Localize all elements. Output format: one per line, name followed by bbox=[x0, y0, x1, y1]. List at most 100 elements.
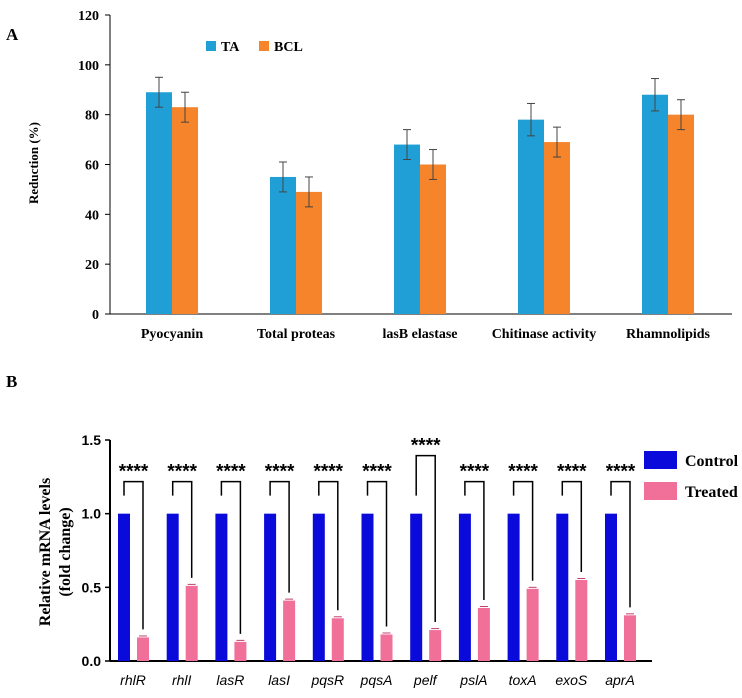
panel-b-label: B bbox=[6, 372, 17, 391]
significance-label: **** bbox=[265, 462, 295, 483]
category-label: pqsA bbox=[360, 672, 393, 688]
significance-bracket bbox=[561, 480, 583, 572]
significance-bracket bbox=[415, 454, 436, 623]
panel-a-categories: Pyocyanin Total proteas lasB elastase Chiti… bbox=[141, 327, 711, 342]
ytick-label: 0.5 bbox=[82, 579, 102, 595]
category-label: Total proteas bbox=[257, 327, 336, 342]
significance-bracket bbox=[318, 480, 339, 611]
ytick-label: 80 bbox=[85, 109, 99, 124]
category-label: rhlR bbox=[120, 672, 146, 688]
significance-bracket bbox=[366, 480, 388, 627]
significance-label: **** bbox=[606, 462, 636, 483]
significance-label: **** bbox=[460, 462, 490, 483]
panel-a-label: A bbox=[6, 25, 19, 44]
bar-bcl bbox=[668, 114, 694, 315]
significance-label: **** bbox=[362, 462, 392, 483]
significance-bracket bbox=[610, 480, 631, 608]
significance-label: **** bbox=[167, 462, 197, 483]
panel-b: B Relative mRNA levels (fold change) 0.0… bbox=[6, 372, 739, 688]
legend-label-treated: Treated bbox=[685, 484, 738, 501]
category-label: Pyocyanin bbox=[141, 327, 203, 342]
significance-bracket bbox=[220, 480, 242, 634]
category-label: lasR bbox=[216, 672, 244, 688]
ytick-label: 40 bbox=[85, 208, 99, 223]
panel-b-ylabel-line1: Relative mRNA levels bbox=[37, 478, 54, 626]
legend-label-control: Control bbox=[685, 453, 739, 470]
category-label: pslA bbox=[459, 672, 487, 688]
bar-treated bbox=[234, 641, 247, 661]
significance-bracket bbox=[512, 480, 534, 581]
bar-control bbox=[312, 513, 325, 661]
bar-bcl bbox=[172, 107, 198, 314]
significance-label: **** bbox=[119, 462, 149, 483]
bar-treated bbox=[624, 615, 636, 661]
panel-b-significance: **** **** **** **** **** **** **** **** **** ****… bbox=[119, 436, 636, 634]
category-label: pqsR bbox=[310, 672, 344, 688]
significance-bracket bbox=[269, 480, 290, 593]
ytick-label: 120 bbox=[78, 9, 99, 24]
ytick-label: 1.0 bbox=[82, 506, 102, 522]
bar-ta bbox=[642, 94, 668, 314]
bar-treated bbox=[477, 607, 490, 661]
panel-a-legend: TA BCL bbox=[206, 40, 303, 55]
bar-treated bbox=[283, 600, 296, 661]
legend-swatch-ta bbox=[206, 41, 216, 51]
panel-a-yticks: 0 20 40 60 80 100 120 bbox=[78, 9, 110, 323]
bar-control bbox=[556, 513, 569, 661]
panel-b-ylabel-line2: (fold change) bbox=[57, 507, 74, 596]
category-label: Rhamnolipids bbox=[626, 327, 711, 342]
bar-control bbox=[118, 513, 130, 661]
panel-b-categories: rhlR rhlI lasR lasI pqsR pqsA pelf pslA toxA exoS… bbox=[120, 672, 635, 688]
bar-treated bbox=[575, 579, 588, 661]
significance-bracket bbox=[464, 480, 485, 600]
bar-bcl bbox=[296, 191, 322, 314]
category-label: toxA bbox=[509, 672, 537, 688]
bar-treated bbox=[331, 618, 344, 661]
bar-control bbox=[605, 513, 617, 661]
category-label: lasB elastase bbox=[382, 327, 457, 342]
bar-ta bbox=[146, 92, 172, 314]
bar-treated bbox=[137, 637, 149, 661]
bar-control bbox=[166, 513, 179, 661]
significance-label: **** bbox=[314, 462, 344, 483]
legend-swatch-control bbox=[644, 451, 677, 469]
bar-control bbox=[507, 513, 520, 661]
significance-bracket bbox=[123, 480, 144, 630]
bar-ta bbox=[518, 119, 544, 315]
panel-a: A Reduction (%) 0 20 40 60 80 100 120 Pyocyani… bbox=[6, 9, 732, 342]
panel-a-bars bbox=[146, 76, 694, 315]
significance-bracket bbox=[171, 480, 193, 578]
category-label: rhlI bbox=[172, 672, 192, 688]
legend-swatch-bcl bbox=[259, 41, 269, 51]
bar-treated bbox=[429, 630, 442, 661]
bar-control bbox=[215, 513, 228, 661]
ytick-label: 0 bbox=[92, 308, 99, 323]
bar-control bbox=[361, 513, 374, 661]
bar-bcl bbox=[420, 164, 446, 314]
bar-control bbox=[458, 513, 471, 661]
bar-treated bbox=[526, 588, 539, 661]
category-label: Chitinase activity bbox=[492, 327, 597, 342]
panel-b-bars bbox=[118, 513, 636, 661]
bar-bcl bbox=[544, 142, 570, 314]
ytick-label: 100 bbox=[78, 59, 99, 74]
legend-label-ta: TA bbox=[221, 40, 240, 55]
bar-control bbox=[264, 513, 277, 661]
ytick-label: 1.5 bbox=[82, 432, 102, 448]
significance-label: **** bbox=[508, 462, 538, 483]
category-label: lasI bbox=[268, 672, 290, 688]
panel-b-legend: Control Treated bbox=[644, 451, 739, 501]
category-label: exoS bbox=[555, 672, 588, 688]
significance-label: **** bbox=[411, 436, 441, 457]
bar-control bbox=[410, 513, 423, 661]
ytick-label: 60 bbox=[85, 159, 99, 174]
significance-label: **** bbox=[216, 462, 246, 483]
category-label: pelf bbox=[413, 672, 439, 688]
significance-label: **** bbox=[557, 462, 587, 483]
bar-treated bbox=[380, 634, 393, 661]
legend-label-bcl: BCL bbox=[274, 40, 303, 55]
bar-ta bbox=[270, 176, 296, 314]
panel-b-yticks: 0.0 0.5 1.0 1.5 bbox=[82, 432, 110, 669]
legend-swatch-treated bbox=[644, 482, 677, 500]
ytick-label: 20 bbox=[85, 258, 99, 273]
